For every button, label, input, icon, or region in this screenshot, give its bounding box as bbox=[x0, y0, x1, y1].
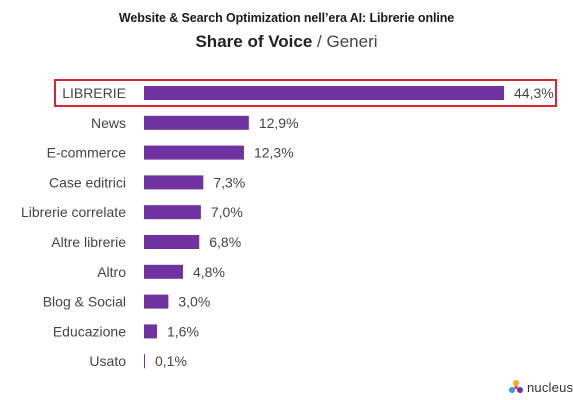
category-label-altro: Altro bbox=[97, 264, 126, 280]
bar-educazione bbox=[144, 324, 158, 339]
category-label-case-editrici: Case editrici bbox=[49, 174, 126, 190]
value-label-usato: 0,1% bbox=[155, 353, 187, 369]
value-label-news: 12,9% bbox=[259, 115, 299, 131]
brand-logo: nucleus bbox=[508, 378, 573, 396]
value-label-altre-librerie: 6,8% bbox=[209, 234, 241, 250]
value-label-case-editrici: 7,3% bbox=[213, 174, 245, 190]
highlight-box bbox=[54, 79, 557, 107]
value-label-educazione: 1,6% bbox=[167, 323, 199, 339]
value-label-librerie: 44,3% bbox=[514, 85, 554, 101]
nucleus-logo-icon bbox=[509, 380, 523, 393]
category-label-educazione: Educazione bbox=[53, 323, 126, 339]
category-label-librerie-correlate: Librerie correlate bbox=[21, 204, 126, 220]
bar-altro bbox=[144, 264, 184, 279]
value-label-altro: 4,8% bbox=[193, 264, 225, 280]
value-label-blog-social: 3,0% bbox=[178, 294, 210, 310]
value-label-e-commerce: 12,3% bbox=[254, 145, 294, 161]
bar-librerie bbox=[144, 86, 504, 100]
bar-blog-social bbox=[144, 294, 169, 309]
subtitle-rest: / Generi bbox=[312, 32, 378, 51]
bar-usato bbox=[144, 354, 145, 369]
chart-title: Website & Search Optimization nell’era A… bbox=[118, 11, 455, 25]
category-label-e-commerce: E-commerce bbox=[47, 145, 127, 161]
subtitle-main: Share of Voice bbox=[195, 32, 313, 51]
category-label-librerie: LIBRERIE bbox=[62, 85, 126, 101]
category-label-altre-librerie: Altre librerie bbox=[51, 234, 126, 250]
category-label-news: News bbox=[91, 115, 126, 131]
bar-news bbox=[144, 115, 249, 130]
category-label-usato: Usato bbox=[89, 353, 126, 369]
brand-name: nucleus bbox=[527, 379, 573, 395]
bar-case-editrici bbox=[144, 175, 204, 190]
chart-subtitle: Share of Voice / Generi bbox=[0, 32, 573, 52]
bar-librerie-correlate bbox=[144, 205, 201, 220]
bar-altre-librerie bbox=[144, 235, 200, 249]
category-label-blog-social: Blog & Social bbox=[43, 294, 126, 310]
value-label-librerie-correlate: 7,0% bbox=[211, 204, 243, 220]
bar-e-commerce bbox=[144, 145, 244, 160]
